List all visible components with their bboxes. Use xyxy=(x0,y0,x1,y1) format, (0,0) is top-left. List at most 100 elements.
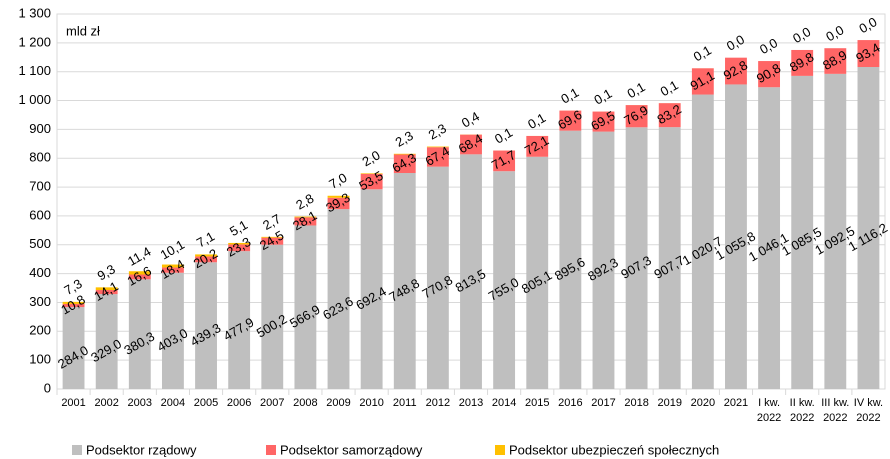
bar-segment xyxy=(128,274,151,280)
bar-segment xyxy=(161,272,184,389)
bar-segment xyxy=(327,195,350,198)
bar-segment xyxy=(62,303,85,308)
x-tick-label: IV kw. 2022 xyxy=(854,397,883,424)
y-tick-label: 600 xyxy=(29,207,51,222)
bar-segment xyxy=(360,189,383,389)
bar-segment xyxy=(393,153,416,155)
bar-segment xyxy=(460,134,482,155)
y-tick-label: 1 200 xyxy=(18,34,51,49)
x-tick-label: 2002 xyxy=(94,397,118,409)
bar-segment xyxy=(95,287,118,291)
x-tick-label: I kw. 2022 xyxy=(757,397,781,424)
data-label: 0,0 xyxy=(724,32,747,54)
data-label: 0,1 xyxy=(691,42,714,64)
bar-segment xyxy=(725,84,747,389)
bar-segment xyxy=(294,217,317,226)
legend-swatch xyxy=(495,445,505,455)
y-tick-label: 100 xyxy=(29,352,51,367)
bar-segment xyxy=(824,48,847,74)
bar-segment xyxy=(758,61,781,88)
legend-swatch xyxy=(266,445,276,455)
data-label: 2,0 xyxy=(360,147,383,169)
bar-segment xyxy=(327,209,350,389)
x-tick-label: 2004 xyxy=(161,397,185,409)
x-tick-label: 2005 xyxy=(194,397,218,409)
x-tick-label: 2013 xyxy=(459,397,483,409)
bar-segment xyxy=(426,146,449,148)
bar-segment xyxy=(228,242,251,245)
bar-segment xyxy=(294,225,317,389)
data-label: 0,1 xyxy=(525,110,548,132)
x-tick-label: 2015 xyxy=(525,397,549,409)
bar-segment xyxy=(625,105,648,128)
bar-segment xyxy=(95,294,118,389)
x-tick-label: II kw. 2022 xyxy=(790,397,815,424)
data-label: 0,0 xyxy=(856,14,879,36)
x-tick-label: 2012 xyxy=(426,397,450,409)
bar-segment xyxy=(360,173,383,174)
bar-segment xyxy=(161,264,184,268)
bar-segment xyxy=(725,57,747,85)
data-label: 0,0 xyxy=(823,22,846,44)
x-tick-label: 2021 xyxy=(724,397,748,409)
y-tick-label: 300 xyxy=(29,294,51,309)
bar-segment xyxy=(393,154,416,173)
bar-segment xyxy=(62,307,85,389)
y-tick-label: 700 xyxy=(29,179,51,194)
data-label: 7,0 xyxy=(326,170,349,192)
data-label: 10,1 xyxy=(158,237,187,263)
x-tick-label: 2020 xyxy=(691,397,715,409)
x-tick-label: 2016 xyxy=(558,397,582,409)
bar-segment xyxy=(758,87,781,389)
bar-segment xyxy=(493,150,516,172)
y-tick-label: 1 000 xyxy=(18,92,51,107)
bar-segment xyxy=(493,171,516,389)
bar-segment xyxy=(857,40,880,68)
x-tick-label: 2017 xyxy=(591,397,615,409)
data-label: 0,1 xyxy=(591,86,614,108)
bar-segment xyxy=(791,75,814,389)
x-tick-label: 2014 xyxy=(492,397,516,409)
bar-segment xyxy=(360,173,383,190)
legend-label: Podsektor rządowy xyxy=(86,442,197,457)
x-tick-label: 2018 xyxy=(624,397,648,409)
bar-segment xyxy=(460,154,482,389)
x-tick-label: 2006 xyxy=(227,397,251,409)
bar-segment xyxy=(228,244,251,252)
bar-segment xyxy=(857,67,880,390)
y-tick-label: 500 xyxy=(29,236,51,251)
y-tick-label: 1 300 xyxy=(18,5,51,20)
bar-segment xyxy=(195,262,217,389)
bar-segment xyxy=(526,135,549,157)
y-tick-label: 800 xyxy=(29,150,51,165)
x-tick-label: 2010 xyxy=(359,397,383,409)
x-tick-label: III kw. 2022 xyxy=(821,397,849,424)
bar-segment xyxy=(161,267,184,273)
bar-segment xyxy=(658,127,681,390)
bar-segment xyxy=(228,251,251,389)
legend-swatch xyxy=(72,445,82,455)
bar-segment xyxy=(128,271,151,275)
x-tick-label: 2003 xyxy=(128,397,152,409)
bar-segment xyxy=(261,244,284,389)
bar-segment xyxy=(625,127,648,390)
data-label: 0,0 xyxy=(757,35,780,57)
unit-annotation: mld zł xyxy=(66,23,100,38)
x-tick-label: 2019 xyxy=(657,397,681,409)
bar-segment xyxy=(526,156,549,389)
y-tick-label: 0 xyxy=(44,380,51,395)
data-label: 0,1 xyxy=(624,79,647,101)
legend-label: Podsektor ubezpieczeń społecznych xyxy=(509,442,719,457)
data-label: 0,1 xyxy=(558,85,581,107)
bar-segment xyxy=(62,301,85,304)
bar-segment xyxy=(393,173,416,389)
data-label: 2,3 xyxy=(426,121,449,143)
bar-segment xyxy=(261,236,284,238)
bar-segment xyxy=(261,237,284,245)
y-tick-label: 400 xyxy=(29,265,51,280)
bar-segment xyxy=(559,130,582,389)
x-tick-label: 2011 xyxy=(393,397,417,409)
x-tick-label: 2001 xyxy=(61,397,85,409)
bar-segment xyxy=(195,254,217,257)
